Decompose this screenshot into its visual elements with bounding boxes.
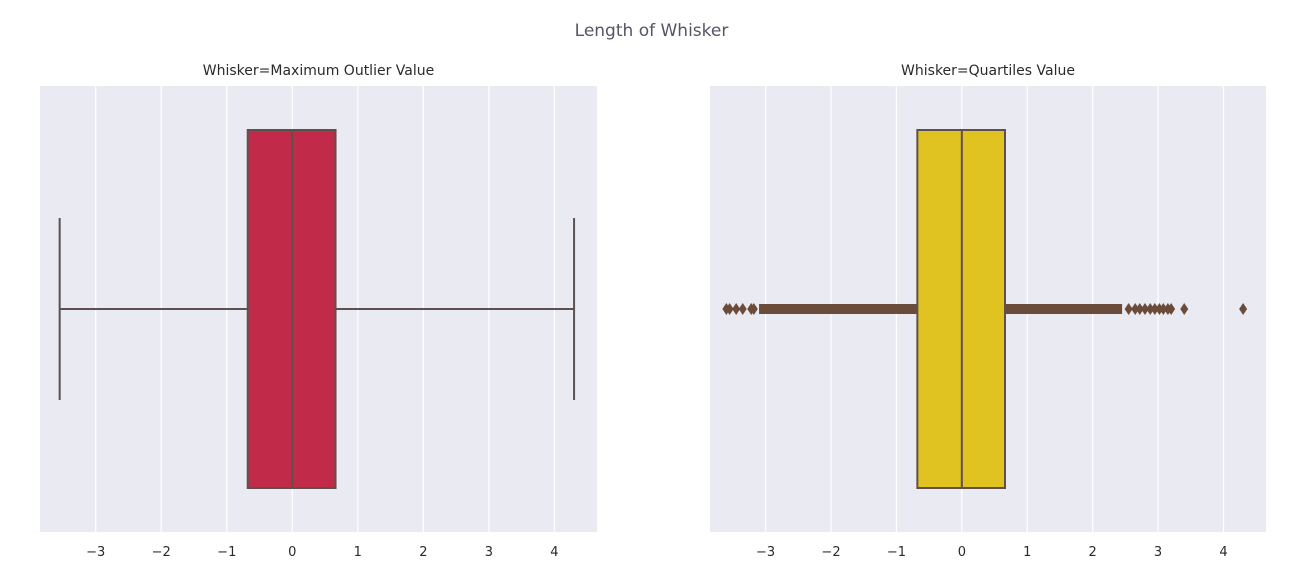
outlier-point — [1239, 303, 1248, 315]
outlier-point — [1124, 303, 1133, 315]
outlier-point — [1150, 303, 1159, 315]
x-tick-label: 2 — [1089, 545, 1097, 560]
outlier-point — [749, 303, 758, 315]
outlier-point — [725, 303, 734, 315]
right-chart-title: Whisker=Quartiles Value — [901, 63, 1075, 79]
x-tick-label: −2 — [821, 545, 840, 560]
outlier-band — [1005, 304, 1123, 314]
left-boxplot-panel: −3 −2 −1 0 1 2 3 4 — [40, 86, 597, 560]
outlier-point — [1146, 303, 1155, 315]
x-tick-label: 0 — [288, 545, 296, 560]
outlier-point — [738, 303, 747, 315]
outlier-point — [1180, 303, 1189, 315]
x-tick-label: 1 — [1023, 545, 1031, 560]
x-tick-label: −1 — [217, 545, 236, 560]
x-tick-label: −1 — [887, 545, 906, 560]
left-chart-title: Whisker=Maximum Outlier Value — [202, 63, 435, 79]
x-tick-label: −2 — [152, 545, 171, 560]
figure-title: Length of Whisker — [574, 21, 729, 41]
x-tick-label: 2 — [419, 545, 427, 560]
outlier-point — [732, 303, 741, 315]
x-tick-label: −3 — [86, 545, 105, 560]
x-tick-label: 4 — [550, 545, 558, 560]
outlier-point — [1131, 303, 1140, 315]
outlier-point — [1140, 303, 1149, 315]
right-boxplot-panel: −3 −2 −1 0 1 2 3 4 — [710, 86, 1266, 560]
x-tick-label: 0 — [958, 545, 966, 560]
outlier-point — [1159, 303, 1168, 315]
outlier-point — [1167, 303, 1176, 315]
x-tick-label: 4 — [1219, 545, 1227, 560]
x-tick-label: 3 — [1154, 545, 1162, 560]
outlier-band — [759, 304, 918, 314]
x-tick-label: 1 — [354, 545, 362, 560]
x-tick-label: −3 — [756, 545, 775, 560]
x-tick-label: 3 — [485, 545, 493, 560]
outlier-point — [1135, 303, 1144, 315]
